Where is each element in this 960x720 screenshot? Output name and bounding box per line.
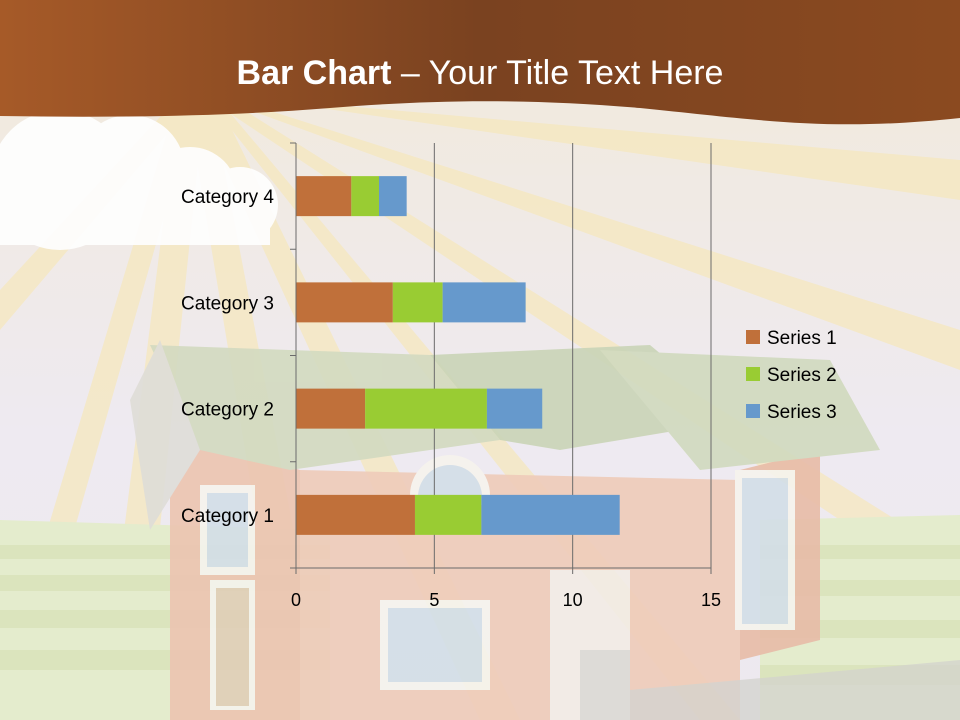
bar-category-3-series-3 [442,282,526,323]
bar-category-2-series-3 [486,388,543,429]
legend-swatch-series-2 [746,367,760,381]
chart-legend: Series 1 Series 2 Series 3 [746,328,837,423]
title-bold: Bar Chart [236,54,392,92]
bar-category-4-series-2 [351,176,379,217]
bar-category-3-series-1 [296,282,393,323]
category-label: Category 3 [181,293,274,314]
x-tick-label: 5 [429,590,439,610]
bar-category-4-series-1 [296,176,352,217]
category-label: Category 1 [181,506,274,527]
bar-category-4-series-3 [379,176,407,217]
title-banner [0,0,960,125]
legend-label-series-1: Series 1 [767,328,837,349]
chart-bars [296,176,620,535]
slide-title: Bar Chart – Your Title Text Here [0,54,960,93]
chart-axes [290,142,712,574]
cloud [0,110,278,250]
legend-label-series-2: Series 2 [767,365,837,386]
chart-labels: 0 5 10 15 Category 1 Category 2 Category 3 Cate… [181,187,721,610]
category-label: Category 4 [181,187,274,208]
bar-category-2-series-1 [296,388,366,429]
bar-category-1-series-2 [414,494,482,535]
x-tick-label: 10 [563,590,583,610]
x-tick-label: 15 [701,590,721,610]
category-label: Category 2 [181,400,274,421]
title-rest: – Your Title Text Here [391,54,724,92]
legend-swatch-series-3 [746,404,760,418]
legend-label-series-3: Series 3 [767,402,837,423]
legend-swatch-series-1 [746,330,760,344]
house-illustration [130,340,960,720]
x-tick-label: 0 [291,590,301,610]
bar-category-2-series-2 [365,388,487,429]
bar-category-1-series-3 [481,494,620,535]
bar-category-3-series-2 [392,282,443,323]
bar-category-1-series-1 [296,494,415,535]
